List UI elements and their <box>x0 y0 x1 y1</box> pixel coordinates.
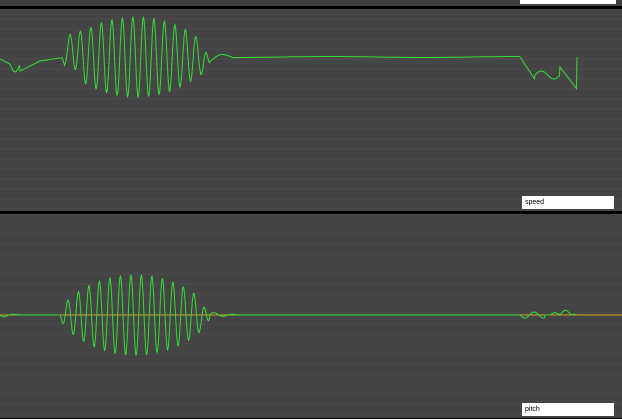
speed-plot-panel[interactable]: speed <box>0 8 622 212</box>
speed-trace <box>0 15 578 99</box>
speed-label: speed <box>522 196 614 209</box>
speed-plot <box>0 15 622 210</box>
pitch-label: pitch <box>522 403 614 416</box>
top-label-box <box>520 0 616 4</box>
pitch-trace <box>0 273 578 357</box>
pitch-plot-panel[interactable]: pitch <box>0 213 622 419</box>
top-strip <box>0 0 622 7</box>
pitch-plot <box>0 223 622 415</box>
